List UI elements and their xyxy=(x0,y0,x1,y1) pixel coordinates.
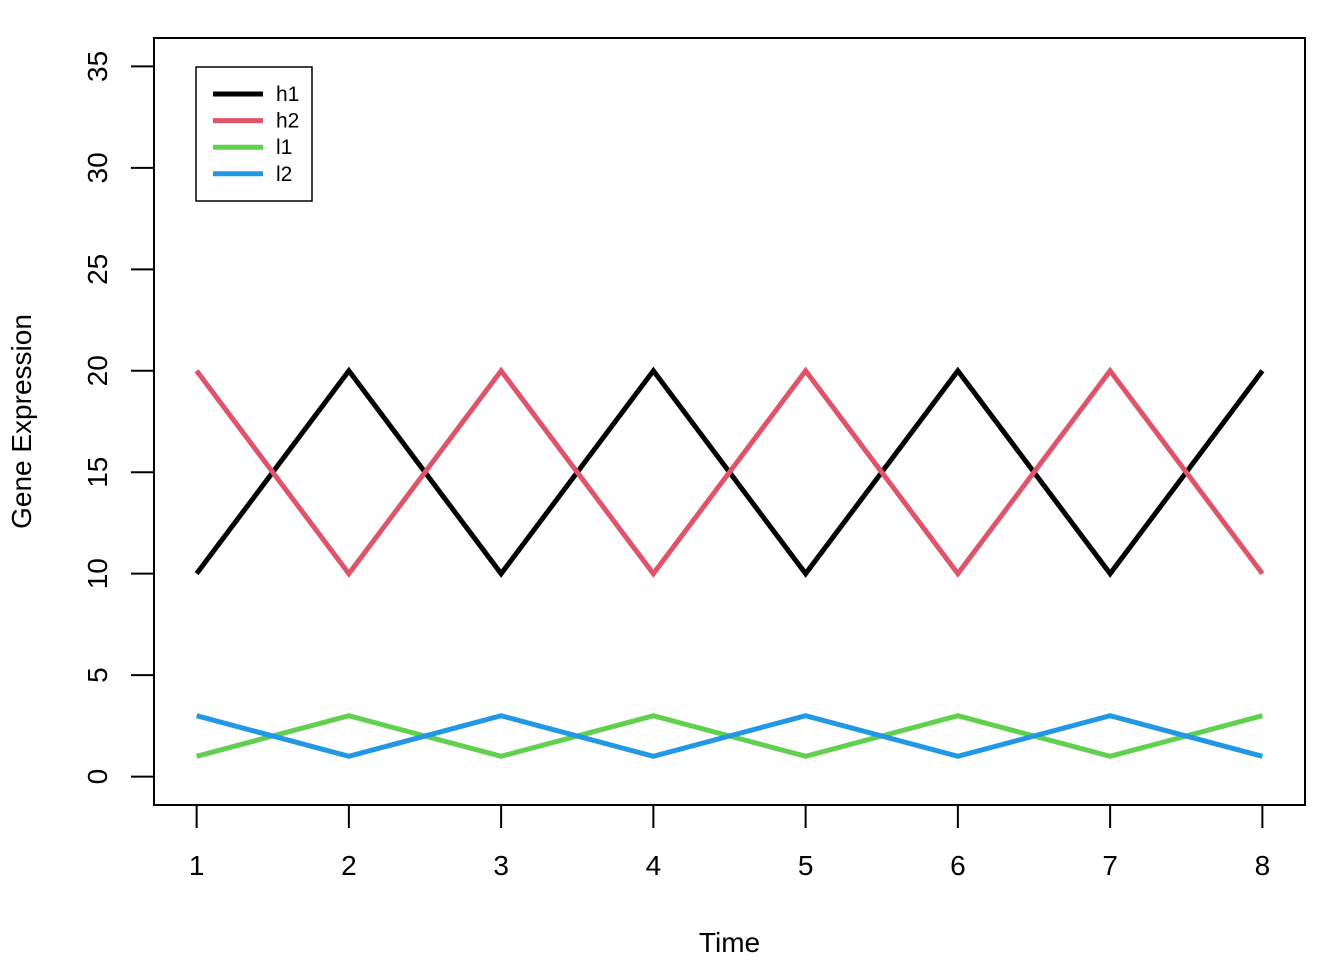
y-tick-label: 20 xyxy=(82,355,113,386)
y-tick-label: 35 xyxy=(82,51,113,82)
y-tick-label: 30 xyxy=(82,152,113,183)
y-axis-label: Gene Expression xyxy=(6,314,37,529)
x-tick-label: 6 xyxy=(950,850,966,881)
y-axis: 0 5 10 15 20 25 30 35 xyxy=(82,51,155,785)
legend-label-h1: h1 xyxy=(276,83,299,106)
legend-label-l2: l2 xyxy=(276,163,292,186)
series-layer xyxy=(194,366,1265,759)
x-tick-label: 2 xyxy=(341,850,357,881)
x-tick-label: 1 xyxy=(189,850,205,881)
legend-label-h2: h2 xyxy=(276,110,299,133)
x-axis-label: Time xyxy=(699,927,760,958)
series-line-h2 xyxy=(194,366,1265,578)
plot-frame xyxy=(153,37,1306,806)
y-tick-label: 10 xyxy=(82,558,113,589)
y-tick-label: 5 xyxy=(82,667,113,683)
x-tick-label: 4 xyxy=(646,850,662,881)
y-tick-label: 25 xyxy=(82,254,113,285)
x-axis: 1 2 3 4 5 6 7 8 xyxy=(189,804,1271,881)
x-tick-label: 7 xyxy=(1102,850,1118,881)
x-tick-label: 3 xyxy=(493,850,509,881)
legend-label-l1: l1 xyxy=(276,136,292,159)
y-tick-label: 15 xyxy=(82,457,113,488)
legend: h1 h2 l1 l2 xyxy=(195,66,313,202)
x-tick-label: 8 xyxy=(1255,850,1271,881)
y-tick-label: 0 xyxy=(82,769,113,785)
x-tick-label: 5 xyxy=(798,850,814,881)
series-line-l2 xyxy=(195,713,1264,759)
legend-box xyxy=(195,66,313,202)
